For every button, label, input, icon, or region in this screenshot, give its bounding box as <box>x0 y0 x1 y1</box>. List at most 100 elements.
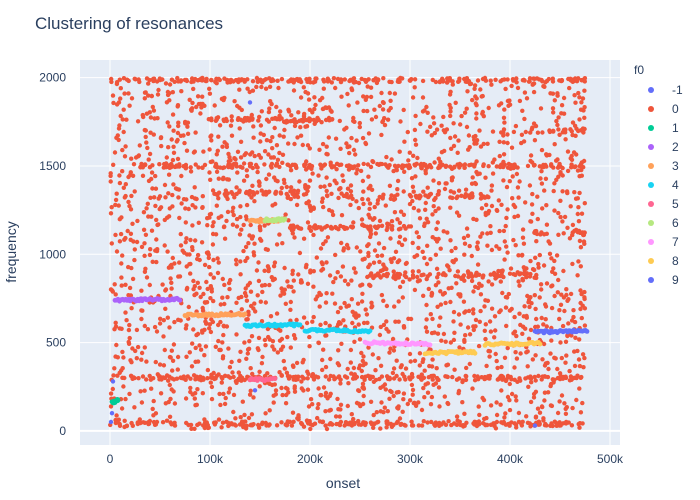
background-point <box>204 279 209 285</box>
legend-item[interactable]: -1 <box>648 83 683 97</box>
background-point <box>475 240 480 245</box>
band-point <box>178 375 183 380</box>
background-point <box>570 222 576 228</box>
background-point <box>219 425 224 430</box>
background-point <box>512 204 518 210</box>
band-point <box>315 375 321 380</box>
background-point <box>528 219 533 224</box>
band-point <box>184 420 189 426</box>
background-point <box>112 327 117 332</box>
background-point <box>190 100 195 106</box>
background-point <box>267 282 272 288</box>
background-point <box>535 216 540 222</box>
band-point <box>407 375 412 380</box>
background-point <box>397 234 403 239</box>
background-point <box>569 153 574 159</box>
background-point <box>503 305 509 310</box>
legend-item[interactable]: 6 <box>648 216 679 230</box>
band-point <box>550 76 555 81</box>
cluster-point <box>427 342 433 348</box>
band-point <box>385 271 390 277</box>
band-point <box>352 373 357 379</box>
band-point <box>507 271 513 276</box>
background-point <box>377 103 382 109</box>
background-point <box>478 234 483 239</box>
background-point <box>127 335 132 341</box>
background-point <box>582 115 587 121</box>
background-point <box>433 208 438 214</box>
background-point <box>384 319 389 324</box>
band-point <box>505 165 511 170</box>
background-point <box>502 120 507 125</box>
background-point <box>152 116 157 121</box>
legend-item[interactable]: 1 <box>648 121 679 135</box>
background-point <box>395 178 401 184</box>
background-point <box>465 325 471 330</box>
band-point <box>233 423 238 428</box>
background-point <box>492 314 498 319</box>
background-point <box>505 295 510 300</box>
background-point <box>233 416 238 421</box>
background-point <box>528 399 534 405</box>
background-point <box>426 286 431 292</box>
band-point <box>486 164 491 169</box>
background-point <box>114 249 120 254</box>
background-point <box>302 111 307 117</box>
background-point <box>434 127 440 132</box>
legend-marker <box>648 258 654 264</box>
background-point <box>503 411 508 416</box>
legend-item[interactable]: 0 <box>648 102 679 116</box>
band-point <box>514 80 519 85</box>
legend-item[interactable]: 2 <box>648 140 679 154</box>
background-point <box>153 186 159 191</box>
background-point <box>157 321 163 326</box>
legend-item[interactable]: 3 <box>648 159 679 173</box>
background-point <box>462 110 468 115</box>
background-point <box>311 205 316 210</box>
legend-item[interactable]: 5 <box>648 197 679 211</box>
background-point <box>336 348 341 353</box>
band-point <box>210 188 216 193</box>
legend[interactable]: -1 0 1 2 3 4 5 6 7 8 9 <box>648 83 683 287</box>
band-point <box>532 162 537 168</box>
background-point <box>113 202 118 208</box>
background-point <box>123 396 128 402</box>
band-point <box>193 377 198 382</box>
background-point <box>379 292 385 298</box>
background-point <box>436 156 441 161</box>
background-point <box>376 356 381 361</box>
band-point <box>415 274 420 280</box>
background-point <box>366 264 371 270</box>
background-point <box>340 264 346 269</box>
band-point <box>312 421 318 426</box>
background-point <box>374 410 379 415</box>
legend-item[interactable]: 4 <box>648 178 679 192</box>
band-point <box>197 374 203 380</box>
background-point <box>153 173 158 179</box>
background-point <box>268 138 273 144</box>
background-point <box>176 195 181 200</box>
background-point <box>171 342 177 347</box>
background-point <box>196 101 202 107</box>
legend-item[interactable]: 9 <box>648 273 679 287</box>
background-point <box>170 368 175 373</box>
background-point <box>505 345 510 351</box>
background-point <box>162 347 167 353</box>
background-point <box>224 218 229 224</box>
background-point <box>306 371 311 377</box>
legend-item[interactable]: 7 <box>648 235 679 249</box>
background-point <box>524 96 530 101</box>
background-point <box>504 244 509 249</box>
band-point <box>450 79 455 84</box>
legend-item[interactable]: 8 <box>648 254 679 268</box>
background-point <box>533 378 538 383</box>
background-point <box>560 189 565 194</box>
background-point <box>150 104 155 110</box>
background-point <box>473 317 479 323</box>
background-point <box>557 316 562 322</box>
background-point <box>307 334 312 340</box>
background-point <box>303 124 308 129</box>
band-point <box>167 374 172 379</box>
band-point <box>576 421 581 427</box>
background-point <box>207 326 212 331</box>
